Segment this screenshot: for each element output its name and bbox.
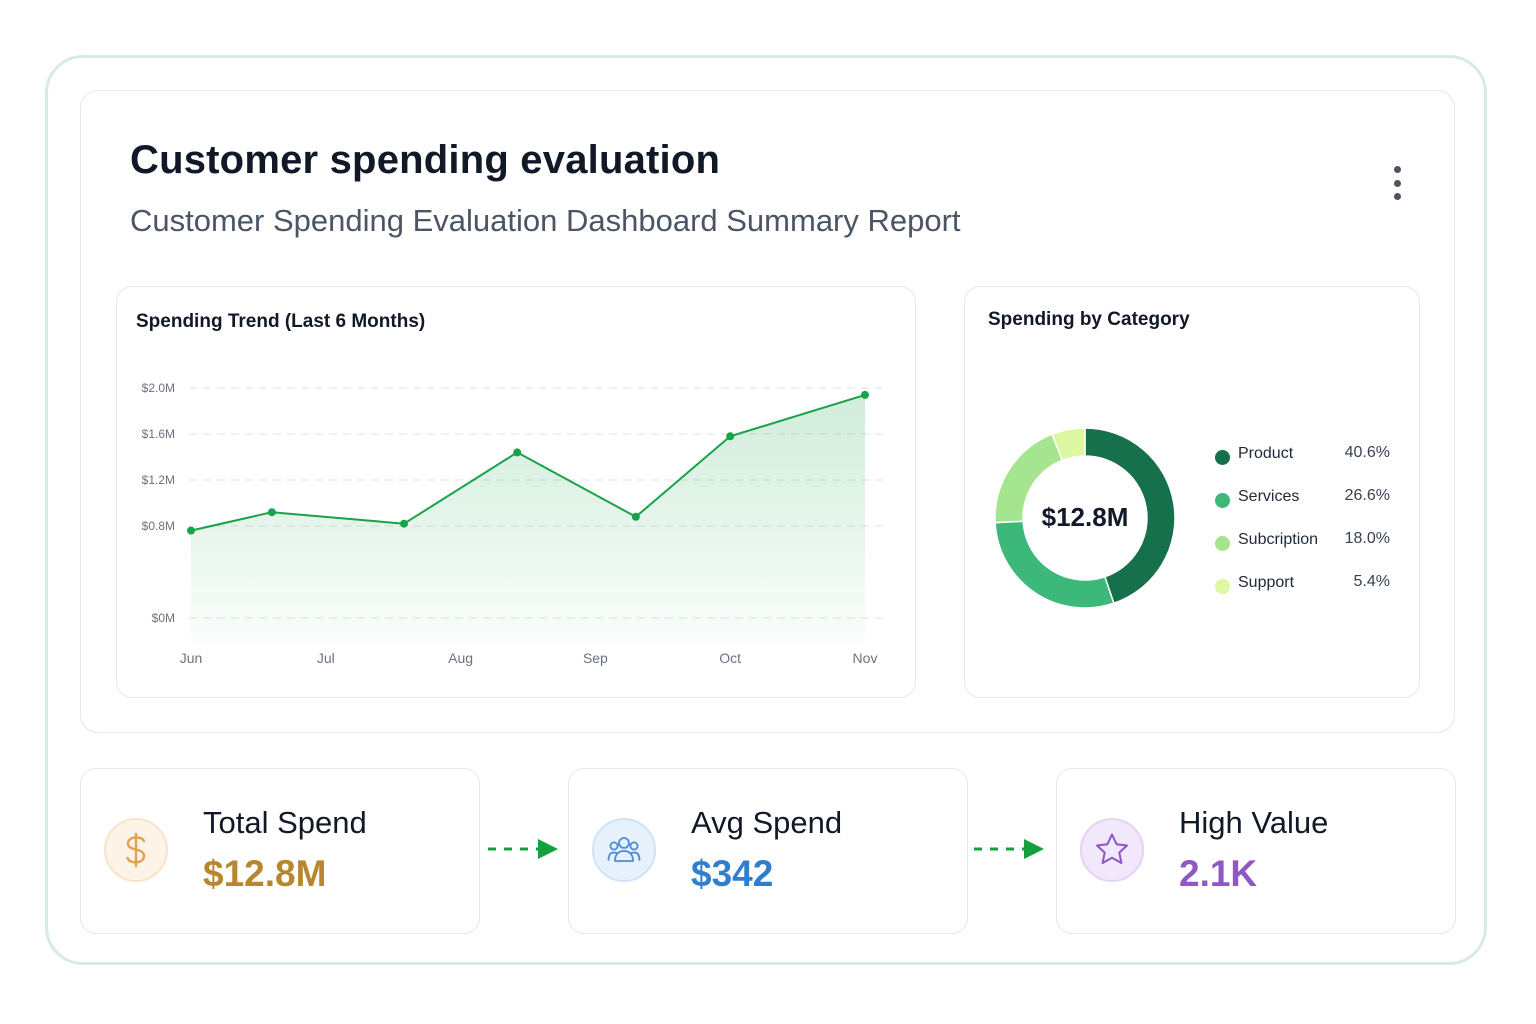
- x-tick-label: Jul: [317, 650, 335, 666]
- avg-spend-label: Avg Spend: [691, 805, 843, 840]
- x-tick-label: Nov: [853, 650, 878, 666]
- page-title: Customer spending evaluation: [130, 138, 721, 182]
- trend-point[interactable]: [399, 519, 408, 528]
- x-tick-label: Aug: [448, 650, 473, 666]
- legend-swatch: [1215, 579, 1230, 594]
- flow-arrow-icon: [972, 836, 1048, 867]
- trend-point[interactable]: [267, 508, 276, 517]
- donut-slice[interactable]: [994, 520, 1115, 609]
- donut-slice[interactable]: [1051, 427, 1086, 462]
- legend-value: 5.4%: [1353, 573, 1390, 590]
- users-icon: [592, 818, 656, 882]
- more-dot-icon: [1393, 193, 1401, 200]
- avg-spend-card[interactable]: Avg Spend $342: [568, 768, 968, 934]
- dollar-icon: [104, 818, 168, 882]
- legend-swatch: [1215, 450, 1230, 465]
- y-tick-label: $1.6M: [142, 427, 175, 441]
- page-subtitle: Customer Spending Evaluation Dashboard S…: [130, 203, 961, 238]
- legend-item[interactable]: Support 5.4%: [1215, 571, 1395, 595]
- spending-trend-panel: $2.0M $1.6M $1.2M $0.8M $0M Jun Jul Aug Sep Oct No…: [116, 286, 916, 698]
- avg-spend-value: $342: [691, 853, 774, 894]
- legend-label: Subcription: [1238, 531, 1319, 548]
- legend-label: Services: [1238, 488, 1300, 505]
- spending-category-panel: Spending by Category $12.8M Product 40.6%…: [964, 286, 1420, 698]
- more-dot-icon: [1393, 179, 1401, 187]
- trend-point[interactable]: [861, 390, 869, 399]
- y-tick-label: $0.8M: [142, 519, 175, 533]
- legend-item[interactable]: Product 40.6%: [1215, 442, 1395, 466]
- donut-slice[interactable]: [1084, 427, 1176, 605]
- legend-label: Support: [1238, 574, 1295, 591]
- spending-trend-title: Spending Trend (Last 6 Months): [136, 311, 426, 332]
- total-spend-card[interactable]: Total Spend $12.8M: [80, 768, 480, 934]
- legend-swatch: [1215, 493, 1230, 508]
- spending-trend-chart: $2.0M $1.6M $1.2M $0.8M $0M Jun Jul Aug Sep Oct No…: [142, 381, 885, 666]
- legend-value: 40.6%: [1344, 444, 1390, 461]
- x-tick-label: Jun: [180, 650, 203, 666]
- total-spend-label: Total Spend: [203, 805, 367, 840]
- trend-point[interactable]: [631, 512, 640, 521]
- trend-point[interactable]: [726, 432, 735, 441]
- legend-value: 18.0%: [1344, 530, 1390, 547]
- more-options-button[interactable]: [1382, 162, 1412, 204]
- star-icon: [1080, 818, 1144, 882]
- y-tick-label: $2.0M: [142, 381, 175, 395]
- category-donut-chart: [994, 427, 1176, 609]
- legend-swatch: [1215, 536, 1230, 551]
- high-value-label: High Value: [1179, 805, 1329, 840]
- high-value-card[interactable]: High Value 2.1K: [1056, 768, 1456, 934]
- spending-category-title: Spending by Category: [988, 309, 1190, 330]
- x-tick-label: Oct: [719, 650, 741, 666]
- y-tick-label: $0M: [152, 611, 175, 625]
- more-dot-icon: [1393, 166, 1401, 173]
- legend-label: Product: [1238, 445, 1294, 462]
- trend-area: [191, 394, 865, 644]
- legend-item[interactable]: Subcription 18.0%: [1215, 528, 1395, 552]
- total-spend-value: $12.8M: [203, 853, 327, 894]
- flow-arrow-icon: [486, 836, 562, 867]
- x-tick-label: Sep: [583, 650, 608, 666]
- high-value-value: 2.1K: [1179, 853, 1258, 894]
- y-tick-label: $1.2M: [142, 473, 175, 487]
- trend-point[interactable]: [513, 448, 522, 457]
- legend-value: 26.6%: [1344, 487, 1390, 504]
- donut-total-label: $12.8M: [1041, 502, 1129, 532]
- trend-point[interactable]: [187, 526, 195, 535]
- legend-item[interactable]: Services 26.6%: [1215, 485, 1395, 509]
